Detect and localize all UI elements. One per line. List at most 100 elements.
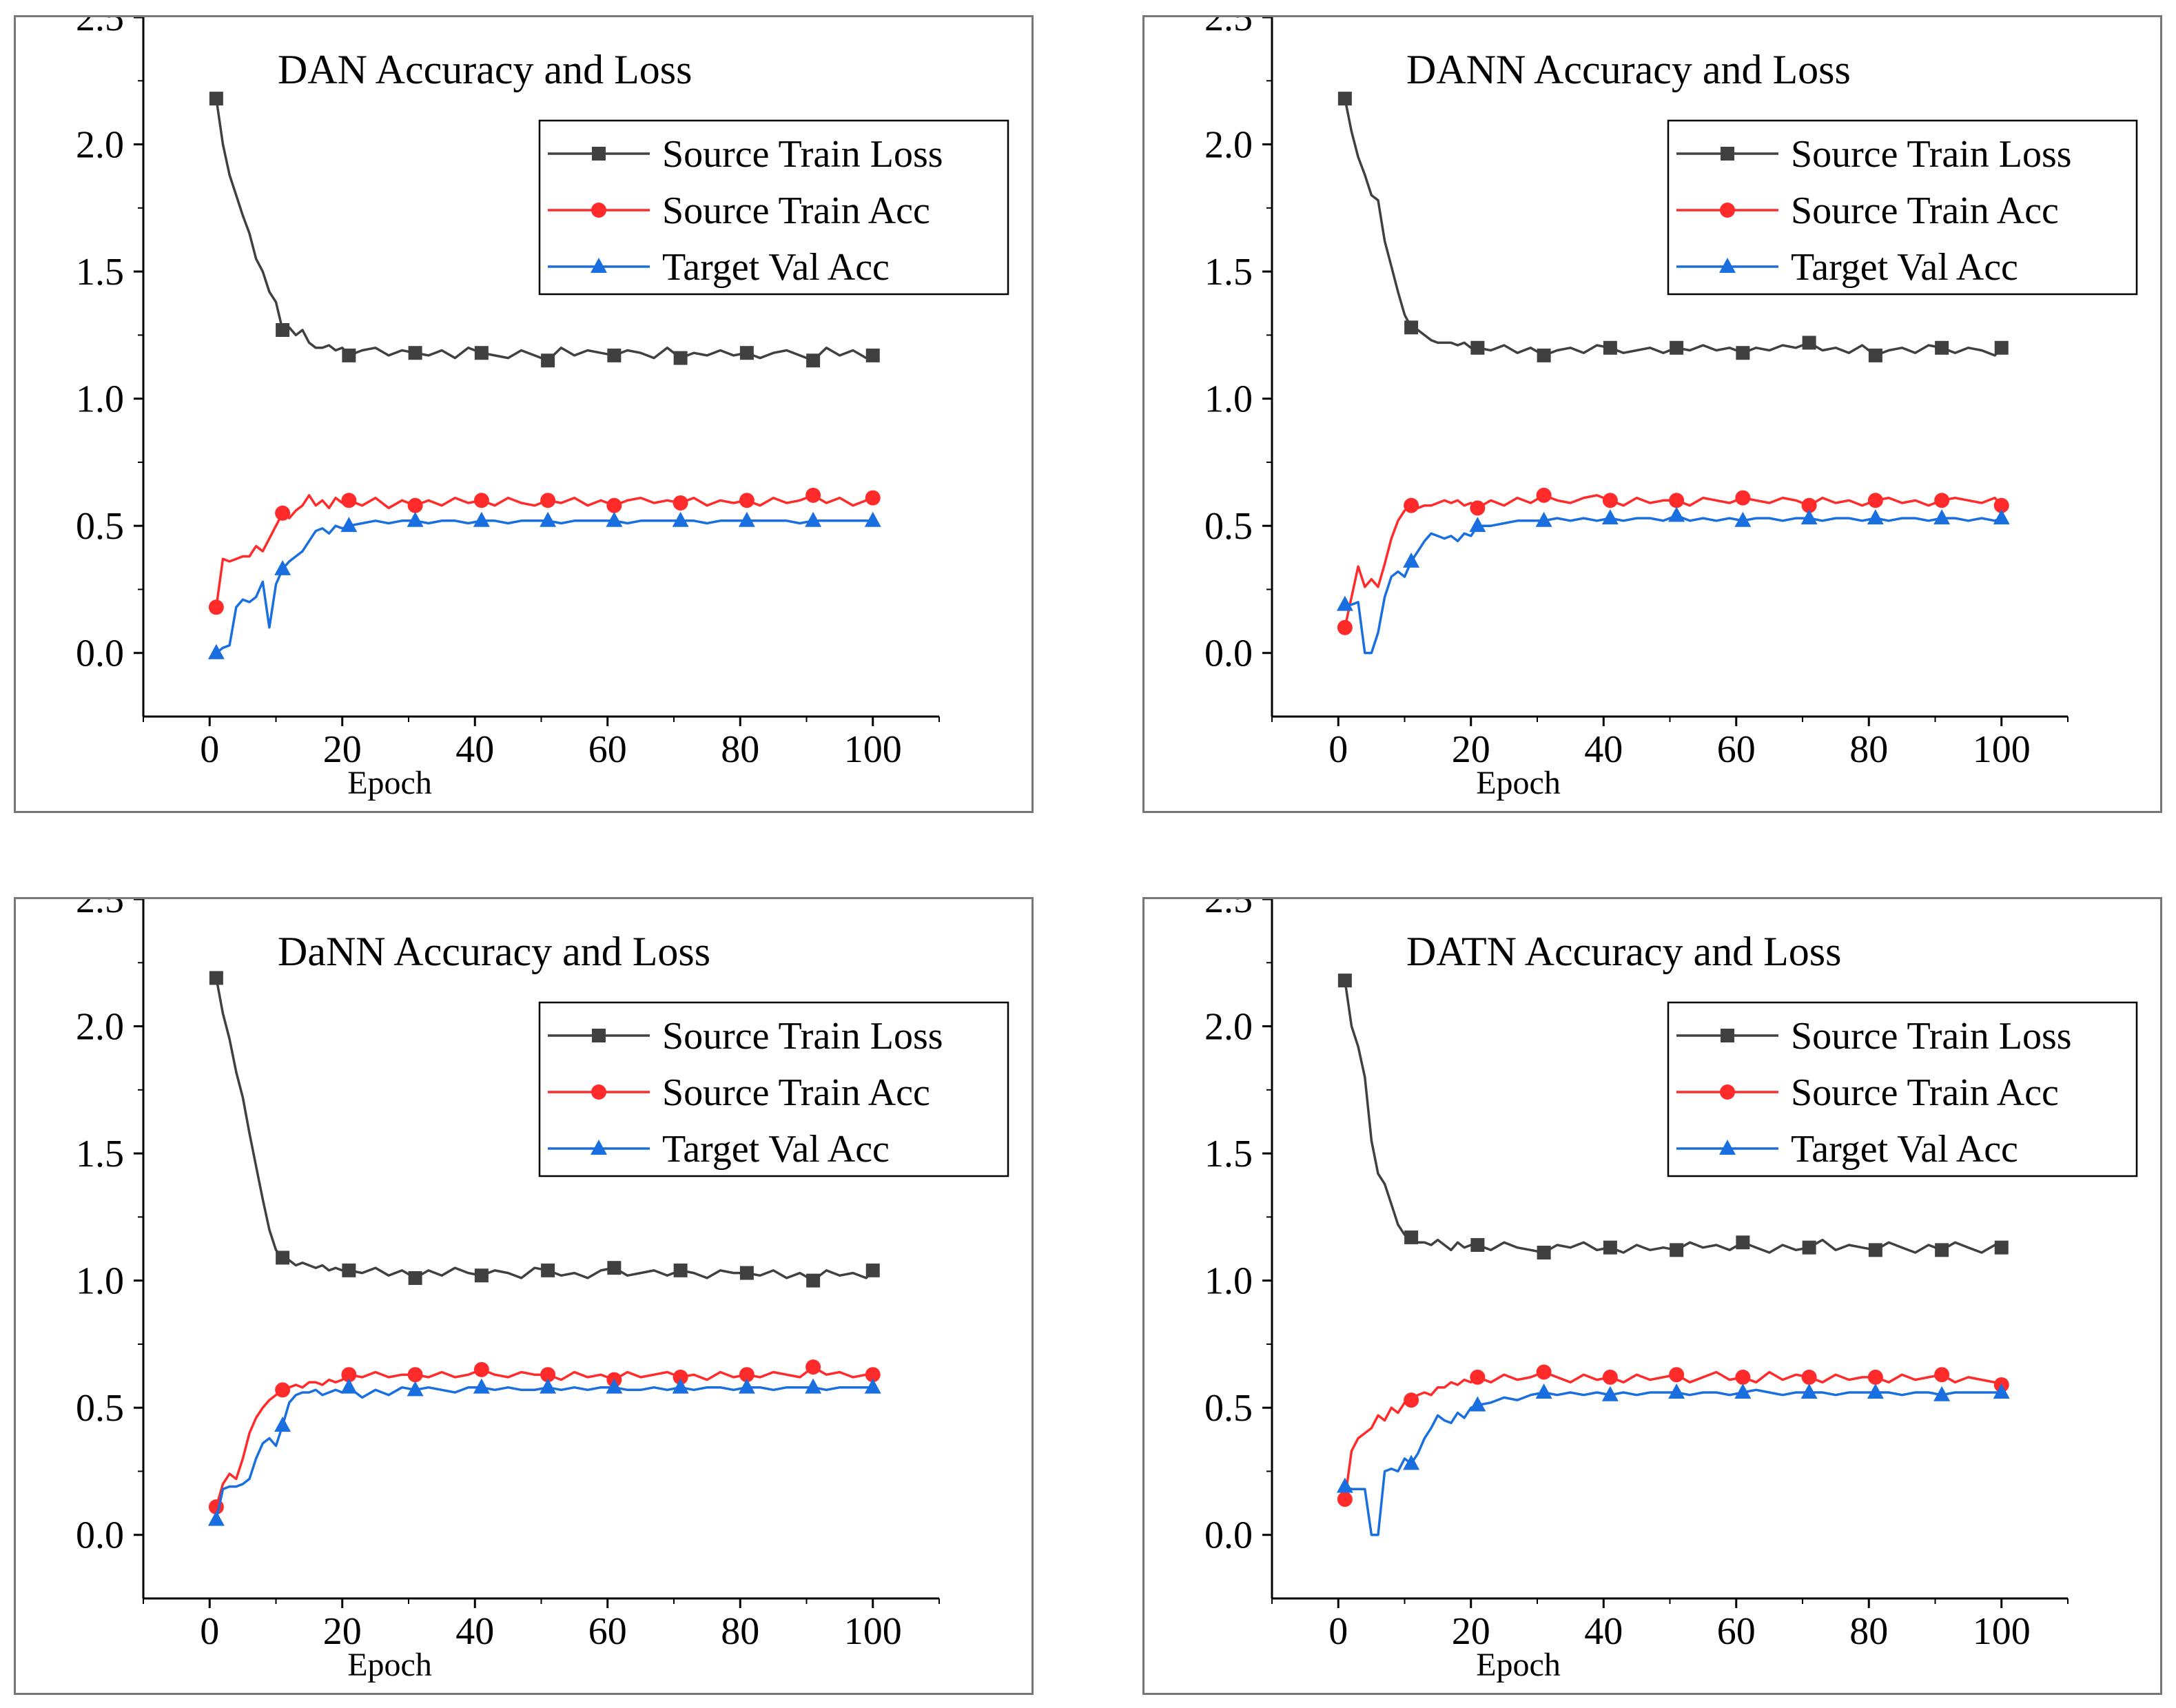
chart-3-source-train-acc-point: [1470, 1369, 1486, 1385]
chart-1-target-val-acc-point: [1867, 509, 1884, 525]
chart-0-source-train-loss-point: [276, 322, 290, 337]
chart-1-source-train-loss-point: [1736, 346, 1750, 360]
chart-0-source-train-loss-point: [408, 346, 422, 360]
chart-0-source-train-acc-point: [473, 493, 489, 508]
chart-2-source-train-loss-point: [408, 1270, 422, 1285]
chart-2-x-tick-label: 20: [323, 1610, 362, 1653]
chart-3-source-train-loss-point: [1868, 1243, 1882, 1257]
chart-1-target-val-acc-series: [1336, 506, 2010, 655]
chart-1-source-train-acc-point: [1801, 497, 1817, 513]
chart-3-source-train-loss-point: [1736, 1235, 1750, 1250]
chart-2-target-val-acc-point: [606, 1378, 623, 1394]
chart-0-x-tick-label: 40: [455, 728, 494, 771]
chart-1-source-train-acc-point: [1337, 619, 1353, 635]
chart-1-source-train-loss-point: [1603, 340, 1617, 355]
chart-0-target-val-acc-point: [805, 511, 822, 527]
chart-panel-dann-lower: 0.0 0.5 1.0 1.5 2.0 2.5 0 20 40 60 80 100 Epoch DaNN …: [14, 897, 1034, 1695]
chart-0-target-val-acc-line: [215, 519, 873, 655]
chart-3-y-tick-label: 0.0: [1204, 1514, 1253, 1557]
chart-1-source-train-acc-point: [1602, 493, 1618, 508]
chart-1-y-tick-label: 0.5: [1204, 505, 1253, 548]
chart-3-target-val-acc-series: [1336, 1383, 2010, 1536]
chart-0-target-val-acc-point: [540, 511, 557, 527]
chart-1-legend-source-train-loss-marker: [1721, 147, 1734, 161]
chart-2-x-tick-label: 100: [844, 1610, 902, 1653]
chart-2-target-val-acc-point: [207, 1510, 225, 1526]
chart-1-title: DANN Accuracy and Loss: [1406, 47, 1851, 92]
chart-0-y-tick-label: 0.0: [76, 632, 124, 675]
chart-0-title: DAN Accuracy and Loss: [278, 47, 692, 92]
chart-2-source-train-loss-point: [607, 1261, 622, 1275]
chart-3-legend: Source Train Loss Source Train Acc Target …: [1667, 1001, 2138, 1177]
chart-3-source-train-acc-point: [1934, 1367, 1950, 1383]
chart-3-x-tick-label: 80: [1849, 1610, 1888, 1653]
chart-1-source-train-loss-point: [1868, 348, 1882, 362]
chart-1-legend-target-val-acc-label: Target Val Acc: [1791, 246, 2018, 289]
chart-panel-dann: 0.0 0.5 1.0 1.5 2.0 2.5 0 20 40 60 80 100 Epoch DANN …: [1142, 15, 2162, 813]
chart-0-target-val-acc-point: [738, 511, 755, 527]
chart-3-target-val-acc-point: [1535, 1383, 1552, 1399]
chart-2-legend-source-train-acc-label: Source Train Acc: [662, 1071, 930, 1114]
chart-1-x-tick-label: 80: [1849, 728, 1888, 771]
chart-2-y-tick-label: 2.0: [76, 1006, 124, 1049]
chart-1-source-train-loss-point: [1994, 340, 2009, 355]
chart-3-x-tick-label: 60: [1717, 1610, 1756, 1653]
chart-0-legend: Source Train Loss Source Train Acc Target …: [538, 119, 1009, 296]
chart-0-legend-source-train-acc-label: Source Train Acc: [662, 189, 930, 232]
chart-3-source-train-loss-point: [1670, 1243, 1684, 1257]
chart-1-source-train-loss-point: [1337, 92, 1352, 106]
chart-3-source-train-loss-point: [1802, 1240, 1816, 1255]
chart-0-target-val-acc-point: [672, 511, 689, 527]
chart-0-x-tick-label: 60: [588, 728, 627, 771]
chart-2-legend-source-train-acc-marker: [591, 1084, 606, 1100]
chart-dan: 0.0 0.5 1.0 1.5 2.0 2.5 0 20 40 60 80 100 Epoch DAN A…: [76, 17, 1009, 801]
chart-0-source-train-acc-point: [805, 487, 821, 503]
chart-2-target-val-acc-point: [473, 1378, 490, 1394]
chart-2-y-tick-label: 0.0: [76, 1514, 124, 1557]
chart-3-source-train-loss-point: [1537, 1246, 1551, 1260]
chart-2-source-train-loss-point: [342, 1263, 356, 1277]
chart-datn: 0.0 0.5 1.0 1.5 2.0 2.5 0 20 40 60 80 100 Epoch DATN …: [1204, 899, 2138, 1683]
chart-2-source-train-acc-point: [540, 1367, 556, 1383]
chart-1-source-train-acc-point: [1470, 500, 1486, 516]
chart-2-source-train-loss-point: [209, 971, 223, 985]
chart-2-x-tick-label: 80: [721, 1610, 759, 1653]
chart-2-source-train-acc-point: [739, 1367, 755, 1383]
chart-0-source-train-acc-point: [540, 493, 556, 508]
chart-1-target-val-acc-point: [1933, 509, 1951, 525]
chart-3-target-val-acc-point: [1403, 1454, 1420, 1470]
chart-0-legend-box: [538, 119, 1009, 296]
chart-2-target-val-acc-point: [805, 1378, 822, 1394]
chart-0-source-train-loss-point: [474, 346, 489, 360]
chart-1-x-axis-label: Epoch: [1476, 765, 1561, 801]
chart-dann: 0.0 0.5 1.0 1.5 2.0 2.5 0 20 40 60 80 100 Epoch DANN …: [1204, 17, 2138, 801]
chart-3-legend-source-train-acc-label: Source Train Acc: [1791, 1071, 2059, 1114]
chart-2-y-tick-label: 0.5: [76, 1387, 124, 1430]
chart-0-x-axis-label: Epoch: [347, 765, 432, 801]
chart-0-target-val-acc-point: [274, 559, 291, 575]
chart-1-source-train-loss-series: [1337, 92, 2009, 362]
chart-3-source-train-loss-point: [1935, 1243, 1949, 1257]
chart-3-source-train-acc-point: [1867, 1369, 1883, 1385]
chart-panel-dan: 0.0 0.5 1.0 1.5 2.0 2.5 0 20 40 60 80 100 Epoch DAN A…: [14, 15, 1034, 813]
chart-2-source-train-loss-point: [276, 1251, 290, 1265]
chart-2-x-tick-label: 0: [200, 1610, 219, 1653]
chart-3-source-train-acc-point: [1404, 1392, 1419, 1408]
chart-0-y-tick-label: 2.5: [76, 17, 124, 39]
chart-1-source-train-loss-point: [1537, 348, 1551, 362]
chart-3-target-val-acc-point: [1668, 1383, 1685, 1399]
chart-0-source-train-loss-point: [209, 92, 223, 106]
chart-3-legend-source-train-loss-label: Source Train Loss: [1791, 1015, 2072, 1058]
chart-2-source-train-loss-point: [806, 1273, 821, 1288]
chart-1-source-train-loss-point: [1802, 336, 1816, 350]
chart-2-target-val-acc-point: [540, 1378, 557, 1394]
chart-0-target-val-acc-point: [473, 511, 490, 527]
chart-2-title: DaNN Accuracy and Loss: [278, 929, 710, 974]
chart-1-y-tick-label: 1.5: [1204, 251, 1253, 294]
chart-3-target-val-acc-point: [1469, 1396, 1486, 1412]
chart-3-target-val-acc-point: [1336, 1477, 1353, 1493]
chart-3-source-train-loss-point: [1470, 1237, 1485, 1252]
chart-3-source-train-loss-point: [1337, 974, 1352, 988]
chart-3-source-train-acc-point: [1536, 1364, 1552, 1380]
chart-3-source-train-acc-point: [1801, 1369, 1817, 1385]
